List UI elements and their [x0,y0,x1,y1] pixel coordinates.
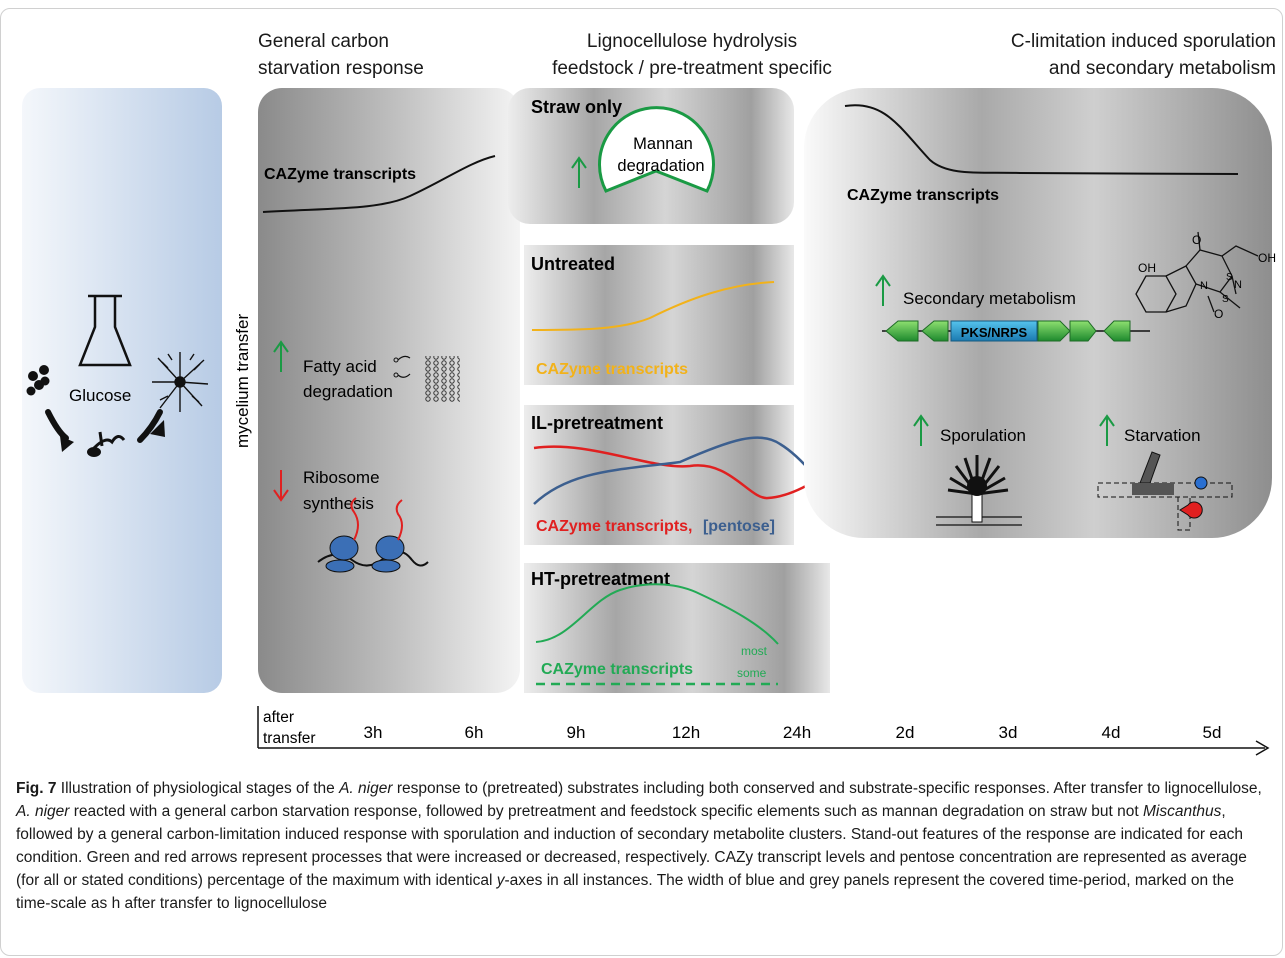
tick-3h: 3h [364,723,383,742]
mol-oh2: OH [1258,251,1276,265]
tick-6h: 6h [465,723,484,742]
ht-title: HT-pretreatment [531,569,670,589]
header-c-limitation: C-limitation induced sporulation and sec… [1010,31,1276,79]
timeline-ticks: 3h 6h 9h 12h 24h 2d 3d 4d 5d [364,723,1222,742]
tick-3d: 3d [999,723,1018,742]
il-pentose-text: [pentose] [703,518,775,535]
ht-most-label: most [741,644,768,658]
spores-icon [26,365,50,396]
mannan-pacman-shape [598,106,715,193]
mol-o2: O [1214,307,1223,321]
gene-cluster-icon [882,320,1150,342]
timeline-label: after [263,709,294,726]
ribosome-label: Ribosome [303,468,380,487]
starvation-cazyme-label: CAZyme transcripts [264,166,416,183]
tick-4d: 4d [1102,723,1121,742]
fatty-acid-up-arrow [273,340,289,372]
header-general-starvation: General carbon starvation response [258,31,424,79]
ht-some-label: some [737,666,767,680]
straw-title: Straw only [531,97,622,117]
ht-panel [524,563,830,693]
untreated-cazyme-label: CAZyme transcripts [536,361,688,378]
mol-o1: O [1192,233,1201,247]
caption-species-1: A. niger [339,780,393,797]
autophagy-hypha-icon [1097,451,1233,531]
tick-24h: 24h [783,723,811,742]
mannan-up-arrow [571,156,587,188]
caption-y-axis: y [496,872,505,889]
il-cazyme-text: CAZyme transcripts, [536,518,693,535]
climit-panel [804,88,1272,538]
lipid-bilayer-icon [393,355,460,402]
starvation-cazyme-curve [262,155,496,213]
untreated-title: Untreated [531,254,615,274]
caption-text-5: -axes in all instances. The width of blu… [16,872,1234,912]
climit-cazyme-label: CAZyme transcripts [847,187,999,204]
ribosome-icon [317,497,429,573]
fatty-acid-label-2: degradation [303,382,393,401]
caption-text-2: response to (pretreated) substrates incl… [392,780,1262,797]
figure-caption: Fig. 7 Illustration of physiological sta… [16,777,1271,915]
caption-fig-number: Fig. 7 [16,780,57,797]
ribosome-down-arrow [273,470,289,502]
life-cycle-arrows-icon [45,409,163,443]
ribosome-label-2: synthesis [303,494,374,513]
mol-oh1: OH [1138,261,1156,275]
climit-cazyme-curve [844,104,1239,175]
mycelium-icon [152,352,209,412]
sporulation-label: Sporulation [940,426,1026,445]
pks-nrps-label: PKS/NRPS [961,325,1028,340]
caption-text-3: reacted with a general carbon starvation… [69,803,1143,820]
caption-species-2: A. niger [16,803,70,820]
caption-text-1: Illustration of physiological stages of … [56,780,340,797]
mol-n1: N [1234,279,1242,291]
il-title: IL-pretreatment [531,413,663,433]
tick-5d: 5d [1203,723,1222,742]
header-lignocellulose: Lignocellulose hydrolysis feedstock / pr… [552,31,832,79]
untreated-panel [524,245,794,385]
secondary-metabolite-structure [1135,231,1259,313]
ht-cazyme-curve [535,583,779,645]
tick-12h: 12h [672,723,700,742]
il-panel [524,405,794,545]
caption-text-4: , followed by a general carbon-limitatio… [16,803,1247,889]
mol-n2: N [1200,280,1208,292]
timeline-label-2: transfer [263,730,316,747]
tick-2d: 2d [896,723,915,742]
starvation-label: Starvation [1124,426,1201,445]
secondary-up-arrow [875,274,891,306]
conidiophore-icon [936,455,1022,526]
caption-species-3: Miscanthus [1143,803,1222,820]
il-cazyme-label: CAZyme transcripts, [pentose] [536,518,775,535]
ht-cazyme-label: CAZyme transcripts [541,661,693,678]
mannan-label-2: degradation [617,157,704,175]
starvation-panel [258,88,520,693]
secondary-label: Secondary metabolism [903,289,1076,308]
untreated-cazyme-curve [531,281,775,331]
mol-s1: S [1226,272,1233,283]
fatty-acid-label: Fatty acid [303,357,377,376]
figure-frame [0,8,1283,956]
flask-icon [78,294,132,367]
glucose-panel [22,88,222,693]
mol-s2: S [1222,294,1229,305]
germling-icon [60,420,165,457]
figure-diagram: Glucose mycelium transfer CAZyme transcr… [22,88,1276,756]
sporulation-up-arrow [913,414,929,446]
mycelium-transfer-label: mycelium transfer [233,314,252,448]
glucose-label: Glucose [69,386,131,405]
starvation-up-arrow [1099,414,1115,446]
mannan-label: Mannan [633,135,693,153]
tick-9h: 9h [567,723,586,742]
timeline-axis [257,706,1270,756]
